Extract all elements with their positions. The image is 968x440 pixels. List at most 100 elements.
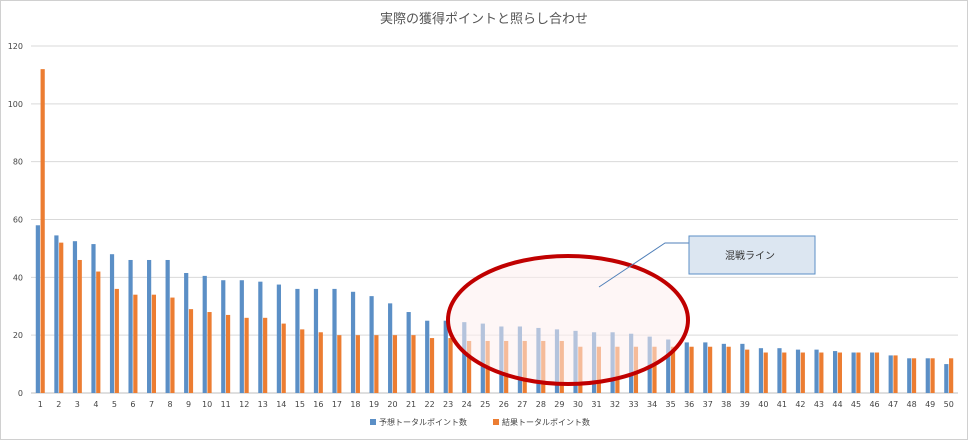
bar-result-17 xyxy=(337,335,342,393)
x-tick-label: 50 xyxy=(944,400,954,409)
bar-predicted-20 xyxy=(388,303,393,393)
x-tick-label: 47 xyxy=(888,400,898,409)
bar-predicted-44 xyxy=(832,351,838,393)
x-tick-label: 34 xyxy=(647,400,657,409)
bar-result-11 xyxy=(225,314,231,393)
bar-predicted-17 xyxy=(332,288,337,393)
x-tick-label: 22 xyxy=(425,400,435,409)
x-tick-label: 4 xyxy=(93,400,98,409)
legend: 予想トータルポイント数 結果トータルポイント数 xyxy=(370,417,590,427)
annotation: 混戦ライン xyxy=(446,235,816,386)
x-tick-label: 49 xyxy=(925,400,935,409)
bar-predicted-45 xyxy=(851,352,856,393)
bar-result-13 xyxy=(263,317,268,393)
x-tick-label: 44 xyxy=(832,400,842,409)
bar-result-39 xyxy=(745,349,750,393)
x-tick-label: 24 xyxy=(462,400,472,409)
x-tick-label: 45 xyxy=(851,400,861,409)
x-tick-label: 9 xyxy=(186,400,191,409)
callout-box xyxy=(688,235,816,275)
x-tick-label: 41 xyxy=(777,400,787,409)
x-tick-label: 29 xyxy=(554,400,564,409)
bar-predicted-4 xyxy=(91,244,96,393)
bar-predicted-49 xyxy=(925,358,930,393)
x-tick-label: 15 xyxy=(295,400,305,409)
x-tick-label: 40 xyxy=(758,400,768,409)
bar-result-47 xyxy=(893,355,898,393)
bar-result-49 xyxy=(930,358,935,393)
bar-result-41 xyxy=(782,352,787,393)
x-tick-label: 48 xyxy=(907,400,917,409)
y-tick-label: 100 xyxy=(8,100,23,109)
x-tick-label: 39 xyxy=(740,400,750,409)
bar-result-35 xyxy=(670,346,676,393)
x-tick-label: 16 xyxy=(313,400,323,409)
bar-predicted-21 xyxy=(406,312,411,393)
bar-result-3 xyxy=(77,259,82,393)
bar-result-24 xyxy=(466,340,472,393)
legend-swatch-predicted xyxy=(370,419,376,425)
bar-result-12 xyxy=(244,317,249,393)
bar-result-23 xyxy=(448,338,453,393)
x-tick-label: 30 xyxy=(573,400,583,409)
legend-label-predicted: 予想トータルポイント数 xyxy=(379,417,467,427)
x-tick-label: 26 xyxy=(499,400,509,409)
bar-predicted-35 xyxy=(666,339,671,393)
bar-predicted-23 xyxy=(443,320,448,393)
bar-result-14 xyxy=(281,323,286,393)
x-tick-label: 10 xyxy=(202,400,212,409)
bar-predicted-11 xyxy=(221,280,226,393)
y-tick-label: 40 xyxy=(13,273,23,282)
x-tick-label: 43 xyxy=(814,400,824,409)
chart-title: 実際の獲得ポイントと照らし合わせ xyxy=(380,11,588,27)
x-tick-label: 19 xyxy=(369,400,379,409)
highlight-ellipse xyxy=(446,254,690,386)
y-tick-label: 0 xyxy=(18,389,23,398)
x-tick-label: 12 xyxy=(239,400,249,409)
bar-result-6 xyxy=(133,294,138,393)
x-tick-label: 13 xyxy=(258,400,268,409)
x-tick-label: 31 xyxy=(591,400,601,409)
bar-predicted-46 xyxy=(870,352,875,393)
bar-result-18 xyxy=(355,335,360,393)
bar-predicted-9 xyxy=(184,272,189,393)
legend-label-result: 結果トータルポイント数 xyxy=(502,417,590,427)
bar-result-21 xyxy=(411,335,416,393)
x-tick-label: 33 xyxy=(628,400,638,409)
x-tick-label: 14 xyxy=(276,400,286,409)
bar-result-50 xyxy=(949,358,954,393)
bar-predicted-14 xyxy=(276,284,281,393)
x-tick-label: 3 xyxy=(75,400,80,409)
bar-predicted-40 xyxy=(758,348,764,393)
bar-result-16 xyxy=(318,332,323,393)
bar-predicted-18 xyxy=(350,291,356,393)
bar-predicted-15 xyxy=(295,288,300,393)
x-tick-label: 38 xyxy=(721,400,731,409)
bar-predicted-2 xyxy=(54,235,59,393)
bar-predicted-36 xyxy=(684,342,689,393)
bar-predicted-39 xyxy=(740,343,745,393)
bar-predicted-24 xyxy=(462,322,467,393)
callout-label: 混戦ライン xyxy=(725,249,775,262)
bar-result-10 xyxy=(207,312,212,393)
bar-predicted-37 xyxy=(703,342,708,393)
x-tick-label: 2 xyxy=(56,400,61,409)
bar-result-2 xyxy=(59,242,64,393)
bar-result-19 xyxy=(374,335,379,393)
y-tick-label: 120 xyxy=(8,42,23,51)
bar-predicted-5 xyxy=(109,254,115,393)
bar-predicted-42 xyxy=(795,349,801,393)
bar-predicted-12 xyxy=(239,280,244,393)
bar-result-22 xyxy=(429,338,435,393)
x-tick-label: 35 xyxy=(666,400,676,409)
bar-predicted-38 xyxy=(721,343,726,393)
bar-result-8 xyxy=(170,297,175,393)
bars xyxy=(35,69,954,393)
x-tick-label: 6 xyxy=(130,400,135,409)
bar-result-43 xyxy=(819,352,824,393)
x-tick-label: 46 xyxy=(869,400,879,409)
bar-predicted-13 xyxy=(258,281,263,393)
x-tick-label: 18 xyxy=(350,400,360,409)
bar-result-38 xyxy=(726,346,731,393)
